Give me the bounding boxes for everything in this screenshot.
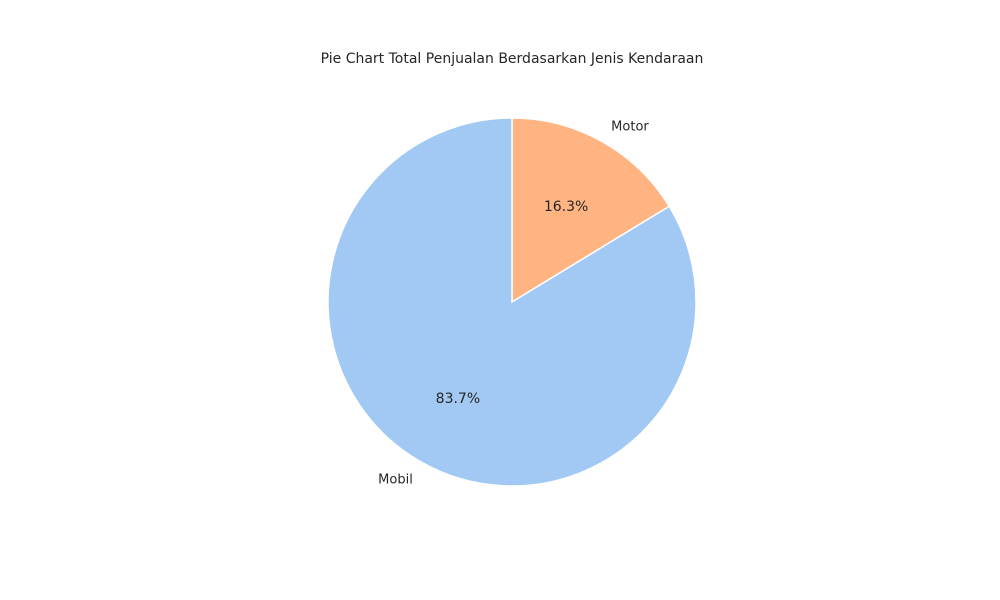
pie-slice-motor xyxy=(511,117,671,304)
pie-slice-mobil xyxy=(327,117,697,487)
pie-slices xyxy=(327,117,697,487)
pie-percent-label-mobil: 83.7% xyxy=(436,391,480,407)
pie-category-label-motor: Motor xyxy=(611,120,649,135)
pie-percent-label-motor: 16.3% xyxy=(544,199,588,215)
pie-labels: 16.3% Motor 83.7% Mobil xyxy=(378,120,649,488)
pie-category-label-mobil: Mobil xyxy=(378,472,413,487)
chart-title: Pie Chart Total Penjualan Berdasarkan Je… xyxy=(321,51,704,67)
